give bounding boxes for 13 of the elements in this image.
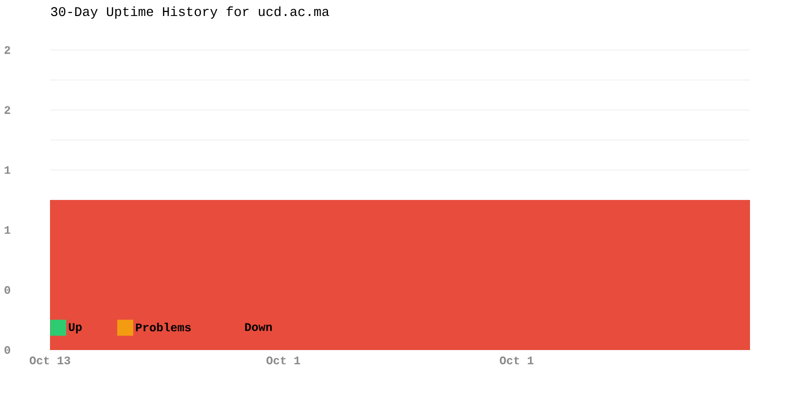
- y-tick-label: 0: [4, 346, 10, 354]
- chart-title: 30-Day Uptime History for ucd.ac.ma: [51, 6, 330, 19]
- legend-label: Up: [68, 323, 82, 334]
- series-label: Down: [245, 323, 272, 332]
- x-tick-label: Oct 1: [500, 356, 534, 364]
- y-tick-label: 2: [4, 46, 10, 54]
- y-tick-label: 1: [4, 226, 10, 234]
- x-tick-label: Oct 13: [30, 356, 70, 364]
- legend-label: Problems: [136, 322, 191, 332]
- y-tick-label: 2: [4, 106, 10, 114]
- y-tick-label: 1: [4, 166, 10, 174]
- y-tick-label: 0: [4, 286, 10, 294]
- x-tick-label: Oct 1: [266, 356, 300, 364]
